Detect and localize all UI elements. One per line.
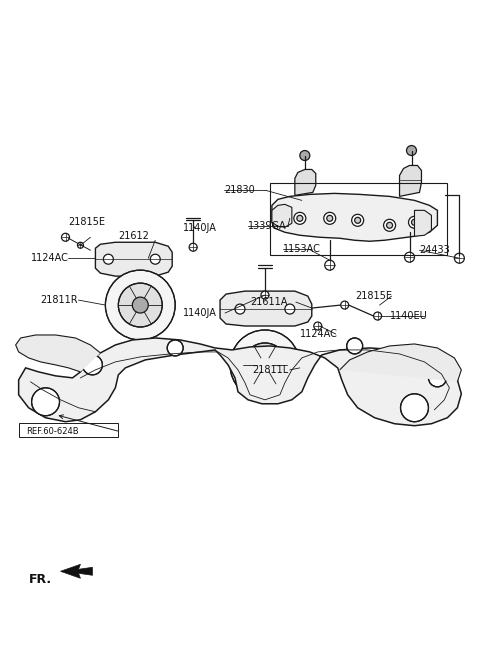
Circle shape	[455, 253, 464, 263]
Circle shape	[408, 216, 420, 228]
Circle shape	[352, 215, 364, 226]
Text: 1140JA: 1140JA	[183, 223, 217, 234]
Text: 1140JA: 1140JA	[183, 308, 217, 318]
Circle shape	[325, 260, 335, 270]
Circle shape	[167, 340, 183, 356]
Text: FR.: FR.	[29, 573, 52, 586]
Text: 21830: 21830	[224, 186, 255, 195]
Text: 1153AC: 1153AC	[283, 244, 321, 255]
Circle shape	[32, 388, 60, 416]
Text: 1339GA: 1339GA	[248, 221, 287, 232]
Circle shape	[405, 252, 415, 262]
Circle shape	[230, 330, 300, 400]
Circle shape	[300, 150, 310, 161]
Text: 21815E: 21815E	[356, 291, 393, 301]
Text: 1124AC: 1124AC	[300, 329, 338, 339]
Circle shape	[61, 234, 70, 241]
Text: 21611A: 21611A	[250, 297, 288, 307]
Text: 21811L: 21811L	[252, 365, 288, 375]
Circle shape	[103, 255, 113, 264]
Polygon shape	[272, 205, 292, 227]
Polygon shape	[60, 564, 93, 579]
Text: 1140EU: 1140EU	[390, 311, 427, 321]
Polygon shape	[16, 335, 100, 372]
Circle shape	[119, 283, 162, 327]
Circle shape	[106, 270, 175, 340]
Polygon shape	[19, 338, 461, 426]
Circle shape	[407, 146, 417, 155]
Circle shape	[77, 242, 84, 248]
Circle shape	[285, 304, 295, 314]
Circle shape	[261, 291, 269, 299]
Text: 24433: 24433	[420, 245, 450, 255]
Circle shape	[341, 301, 348, 309]
Circle shape	[150, 255, 160, 264]
Circle shape	[373, 312, 382, 320]
Circle shape	[324, 213, 336, 224]
Circle shape	[386, 222, 393, 228]
Polygon shape	[96, 242, 172, 276]
Circle shape	[294, 213, 306, 224]
Circle shape	[132, 297, 148, 313]
Circle shape	[411, 219, 418, 225]
Polygon shape	[399, 165, 421, 196]
Polygon shape	[272, 194, 437, 241]
Circle shape	[243, 343, 287, 387]
Circle shape	[257, 357, 273, 373]
Bar	[270, 184, 447, 255]
Circle shape	[429, 369, 446, 387]
Polygon shape	[415, 211, 432, 236]
Polygon shape	[220, 291, 312, 326]
Circle shape	[297, 215, 303, 221]
Bar	[19, 422, 119, 437]
Circle shape	[327, 215, 333, 221]
Circle shape	[314, 322, 322, 330]
Polygon shape	[295, 169, 316, 195]
Circle shape	[83, 355, 102, 375]
Circle shape	[384, 219, 396, 232]
Text: 21815E: 21815E	[69, 217, 106, 228]
Text: 21811R: 21811R	[41, 295, 78, 305]
Text: 21612: 21612	[119, 232, 149, 241]
Polygon shape	[340, 344, 461, 382]
Text: 1124AC: 1124AC	[31, 253, 69, 263]
Circle shape	[347, 338, 363, 354]
Circle shape	[189, 243, 197, 251]
Circle shape	[355, 217, 360, 223]
Circle shape	[400, 394, 429, 422]
Text: REF.60-624B: REF.60-624B	[26, 427, 79, 436]
Circle shape	[235, 304, 245, 314]
